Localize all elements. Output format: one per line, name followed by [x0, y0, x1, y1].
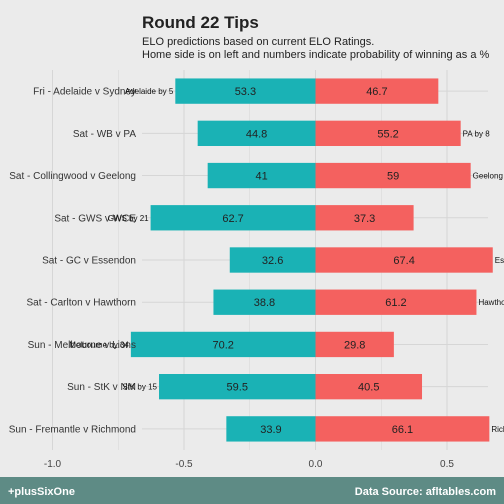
x-tick-label: 0.5 [440, 459, 454, 470]
away-bar [315, 120, 461, 146]
home-bar [150, 205, 316, 231]
footer-brand: +plusSixOne [8, 486, 75, 498]
home-bar [197, 120, 316, 146]
bars [130, 78, 493, 442]
home-bar [229, 247, 316, 273]
home-value-label: 44.8 [246, 128, 267, 140]
chart-subtitle-line-2: Home side is on left and numbers indicat… [142, 49, 490, 61]
away-bar [315, 205, 414, 231]
winner-annotation: Geelong by 15 [473, 172, 504, 181]
chart-subtitle-line-1: ELO predictions based on current ELO Rat… [142, 36, 374, 48]
home-bar [226, 416, 316, 442]
home-value-label: 32.6 [262, 255, 283, 267]
away-value-label: 59 [387, 171, 399, 183]
away-value-label: 55.2 [377, 128, 398, 140]
home-bar [207, 162, 316, 189]
home-value-label: 41 [255, 171, 267, 183]
category-label: Sun - Melbourne v Lions [28, 340, 136, 351]
footer-source: Data Source: afltables.com [354, 486, 496, 498]
winner-annotation: StK by 15 [122, 383, 157, 392]
x-tick-label: -0.5 [175, 459, 193, 470]
away-bar [315, 374, 423, 400]
category-label: Sun - StK v NM [67, 382, 136, 393]
labels: -1.0-0.50.00.51.0Fri - Adelaide v Sydney… [9, 86, 504, 470]
winner-annotation: PA by 8 [463, 129, 491, 138]
x-tick-label: 0.0 [309, 459, 323, 470]
home-bar [130, 331, 316, 358]
winner-annotation: Melbourne by 34 [69, 340, 129, 349]
away-value-label: 61.2 [385, 297, 406, 309]
home-bar [159, 374, 316, 400]
home-bar [213, 289, 316, 315]
winner-annotation: Richmond by 27 [491, 425, 504, 434]
away-bar [315, 331, 394, 358]
category-label: Sat - Carlton v Hawthorn [27, 298, 137, 309]
category-label: Sat - WB v PA [73, 129, 136, 140]
away-bar [315, 162, 471, 189]
footer-bar: +plusSixOne Data Source: afltables.com [0, 477, 504, 504]
home-value-label: 38.8 [254, 297, 275, 309]
chart-title: Round 22 Tips [142, 13, 259, 32]
category-label: Sat - Collingwood v Geelong [9, 171, 136, 182]
home-bar [175, 78, 316, 104]
home-value-label: 62.7 [222, 213, 243, 225]
category-label: Sat - GC v Essendon [42, 256, 136, 267]
winner-annotation: Hawthorn by 18 [478, 298, 504, 307]
away-value-label: 67.4 [393, 255, 414, 267]
home-value-label: 53.3 [235, 86, 256, 98]
away-value-label: 66.1 [392, 424, 413, 436]
tips-chart: Round 22 Tips ELO predictions based on c… [9, 13, 504, 470]
home-value-label: 59.5 [227, 382, 248, 394]
x-tick-label: -1.0 [44, 459, 62, 470]
away-value-label: 37.3 [354, 213, 375, 225]
away-value-label: 40.5 [358, 382, 379, 394]
category-label: Sun - Fremantle v Richmond [9, 424, 136, 435]
away-bar [315, 289, 477, 315]
home-value-label: 70.2 [212, 339, 233, 351]
away-bar [315, 416, 490, 442]
winner-annotation: Essendon by 29 [495, 256, 504, 265]
away-bar [315, 247, 493, 273]
away-bar [315, 78, 439, 104]
winner-annotation: GWS by 21 [108, 214, 149, 223]
away-value-label: 29.8 [344, 339, 365, 351]
away-value-label: 46.7 [366, 86, 387, 98]
category-label: Fri - Adelaide v Sydney [33, 87, 136, 98]
winner-annotation: Adelaide by 5 [125, 87, 174, 96]
category-label: Sat - GWS v WCE [54, 213, 136, 224]
home-value-label: 33.9 [260, 424, 281, 436]
